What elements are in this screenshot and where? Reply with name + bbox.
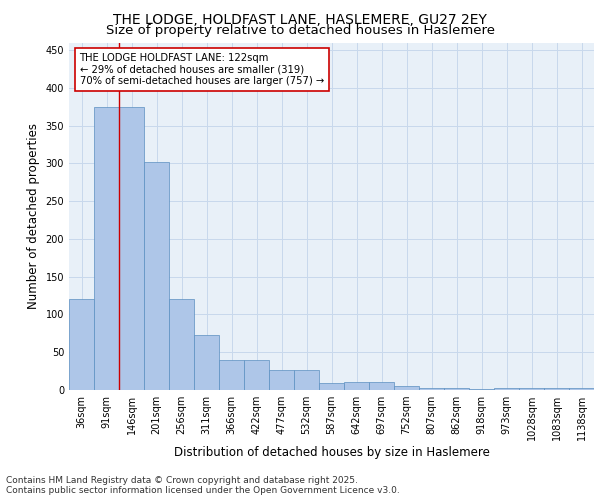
- Bar: [119, 106, 144, 390]
- Bar: [269, 370, 294, 390]
- Bar: [444, 388, 469, 390]
- Text: Size of property relative to detached houses in Haslemere: Size of property relative to detached ho…: [106, 24, 494, 37]
- Bar: [519, 388, 544, 390]
- Y-axis label: Number of detached properties: Number of detached properties: [27, 123, 40, 309]
- Bar: [394, 386, 419, 390]
- Bar: [144, 162, 169, 390]
- Bar: [219, 360, 244, 390]
- Bar: [494, 388, 519, 390]
- Bar: [169, 300, 194, 390]
- Bar: [194, 335, 219, 390]
- Bar: [344, 382, 369, 390]
- Bar: [469, 389, 494, 390]
- Bar: [319, 383, 344, 390]
- Text: THE LODGE HOLDFAST LANE: 122sqm
← 29% of detached houses are smaller (319)
70% o: THE LODGE HOLDFAST LANE: 122sqm ← 29% of…: [79, 53, 324, 86]
- Bar: [569, 388, 594, 390]
- X-axis label: Distribution of detached houses by size in Haslemere: Distribution of detached houses by size …: [173, 446, 490, 459]
- Bar: [419, 388, 444, 390]
- Bar: [244, 360, 269, 390]
- Text: Contains HM Land Registry data © Crown copyright and database right 2025.
Contai: Contains HM Land Registry data © Crown c…: [6, 476, 400, 495]
- Bar: [94, 106, 119, 390]
- Text: THE LODGE, HOLDFAST LANE, HASLEMERE, GU27 2EY: THE LODGE, HOLDFAST LANE, HASLEMERE, GU2…: [113, 12, 487, 26]
- Bar: [69, 300, 94, 390]
- Bar: [294, 370, 319, 390]
- Bar: [544, 388, 569, 390]
- Bar: [369, 382, 394, 390]
